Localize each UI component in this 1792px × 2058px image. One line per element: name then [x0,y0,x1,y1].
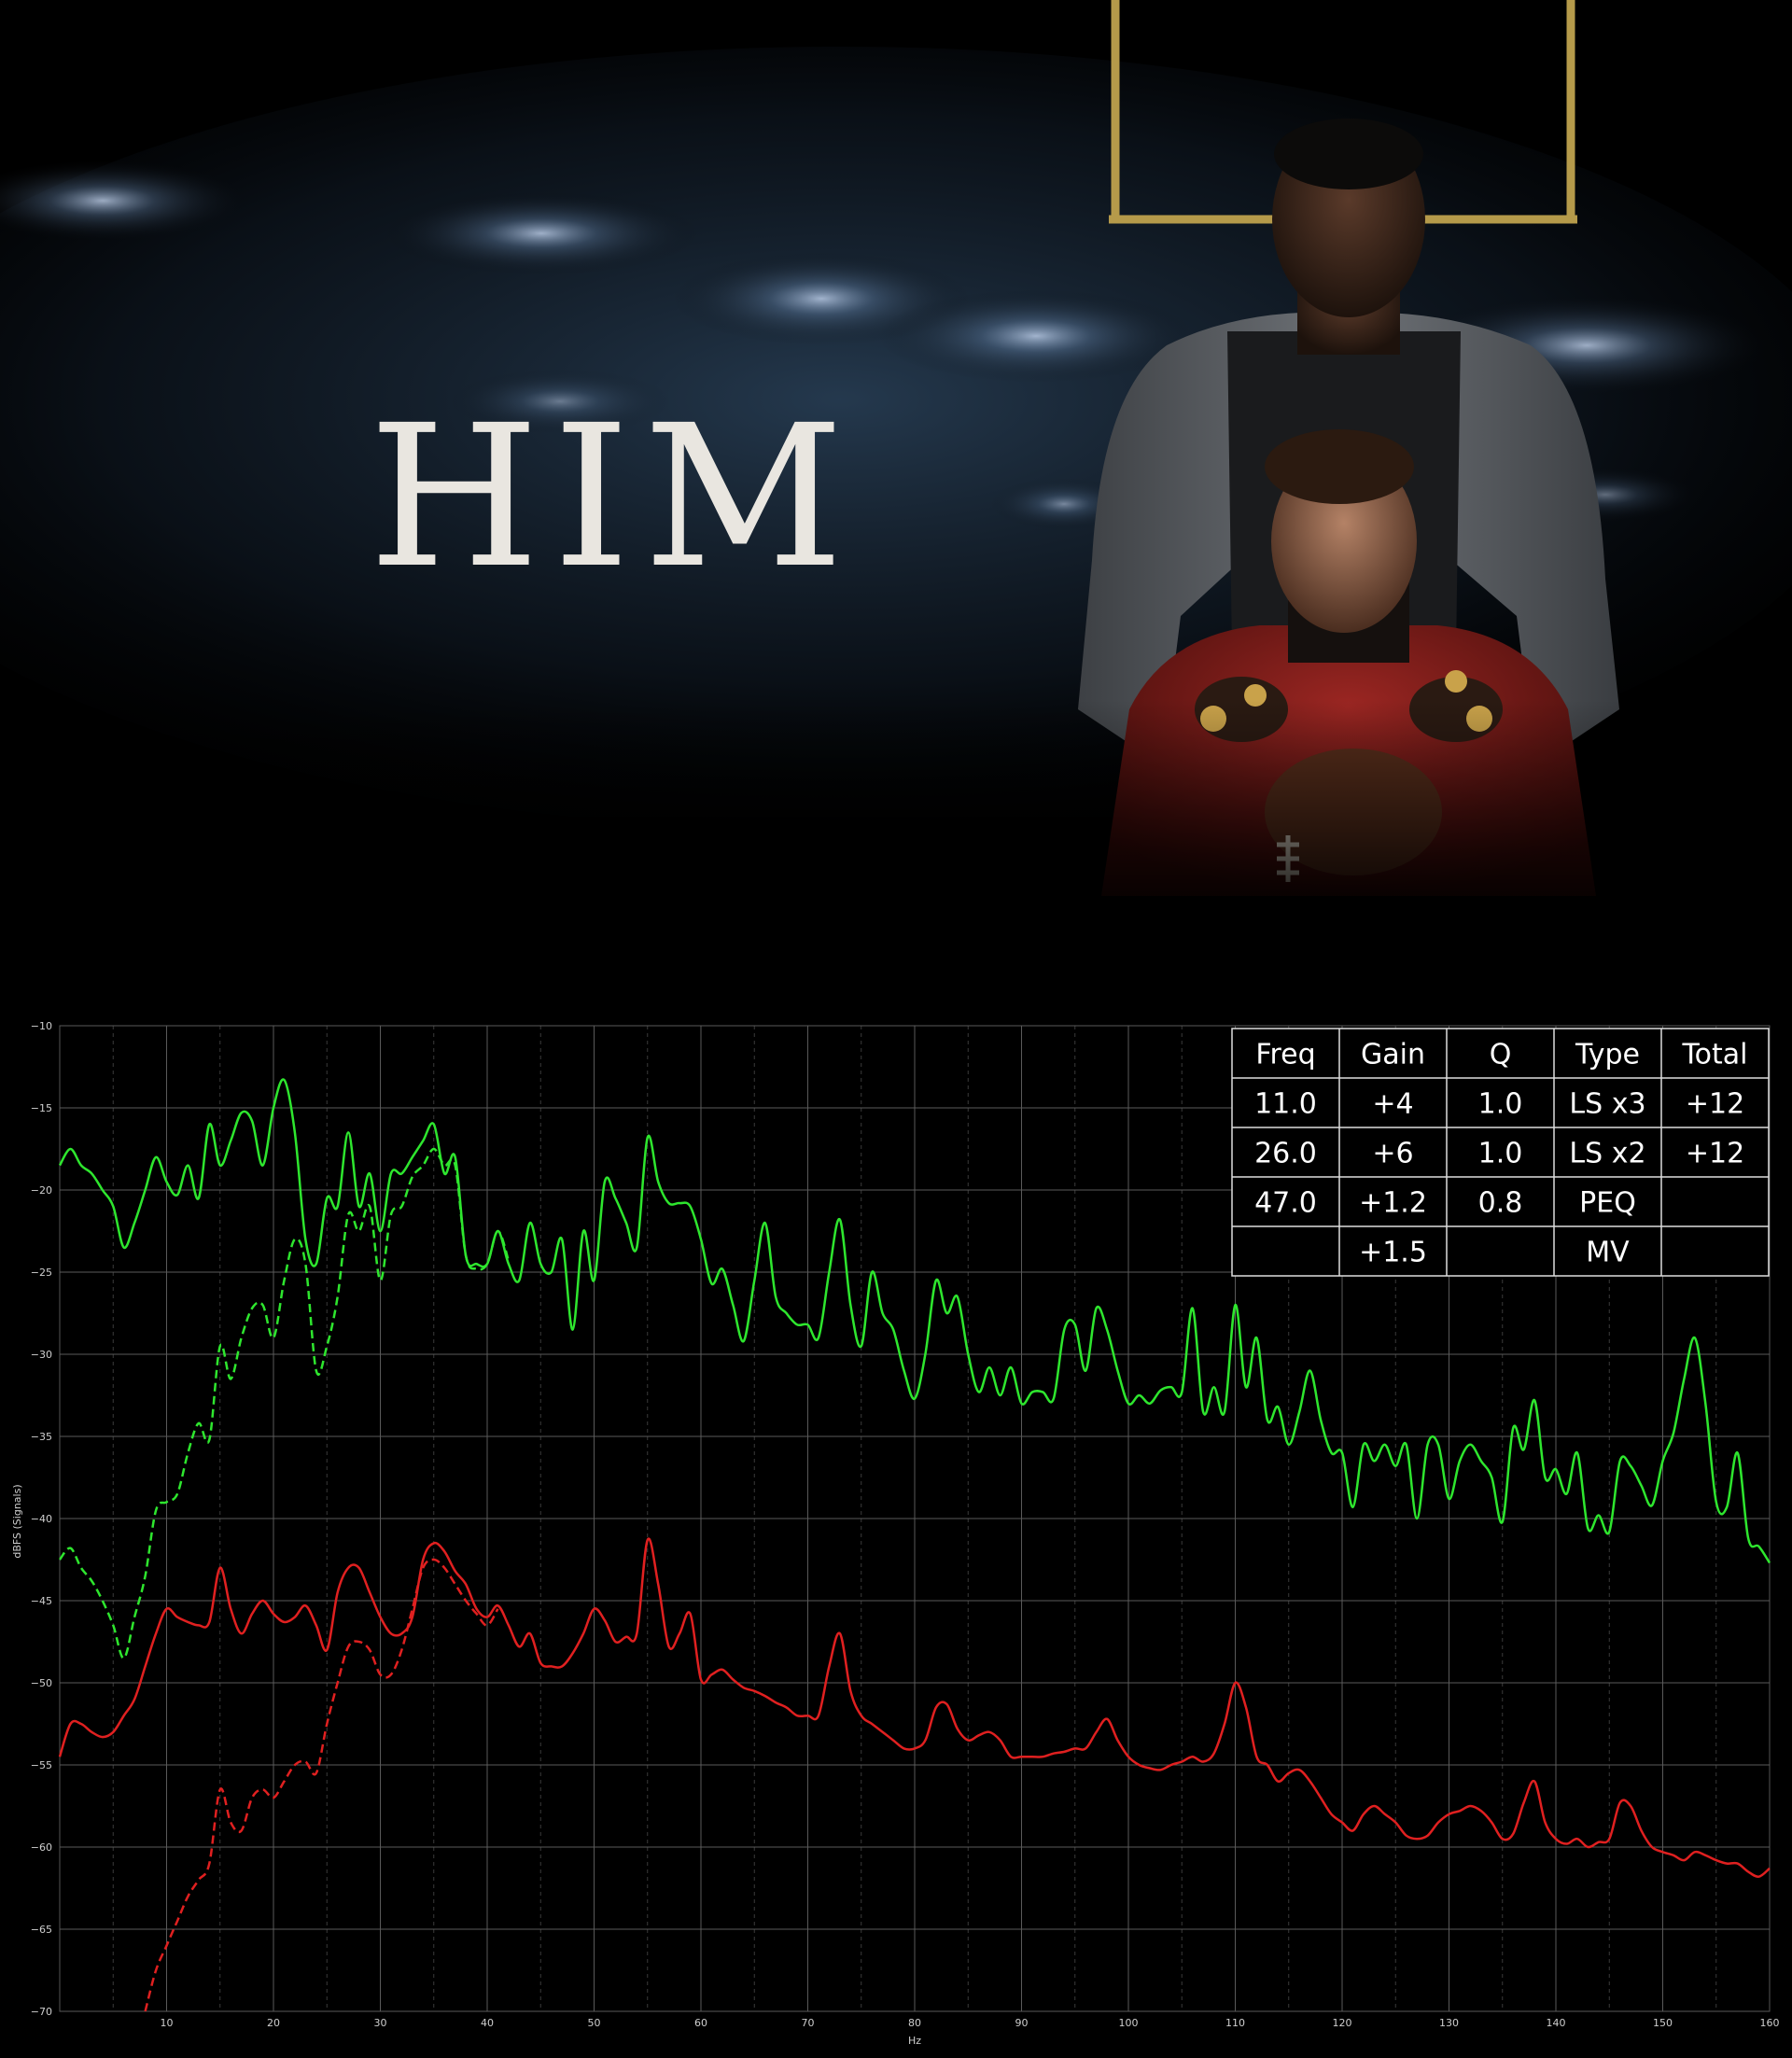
y-tick-label: −65 [31,1924,52,1936]
x-tick-label: 130 [1439,2017,1459,2029]
table-cell: 1.0 [1478,1138,1523,1170]
x-tick-label: 90 [1015,2017,1029,2029]
table-header-cell: Gain [1361,1039,1425,1071]
x-tick-label: 30 [374,2017,387,2029]
table-frame [1231,1028,1770,1277]
x-tick-label: 150 [1653,2017,1673,2029]
table-cell: 0.8 [1478,1187,1523,1220]
x-tick-label: 20 [267,2017,280,2029]
table-cell: +6 [1372,1138,1413,1170]
y-tick-label: −40 [31,1513,52,1525]
series-line-2 [58,1147,511,1659]
x-tick-label: 70 [802,2017,815,2029]
table-cell: 26.0 [1254,1138,1317,1170]
x-tick-label: 110 [1225,2017,1245,2029]
x-tick-label: 160 [1760,2017,1780,2029]
table-header-cell: Q [1490,1039,1512,1071]
table-cell: PEQ [1579,1187,1636,1220]
table-header-cell: Total [1681,1039,1747,1071]
x-tick-label: 60 [694,2017,707,2029]
y-tick-label: −50 [31,1677,52,1689]
y-tick-label: −15 [31,1102,52,1114]
x-tick-label: 10 [161,2017,174,2029]
series-line-4 [144,1558,499,2012]
poster-title: HIM [369,383,858,611]
x-tick-label: 120 [1333,2017,1352,2029]
x-tick-label: 100 [1119,2017,1139,2029]
y-tick-label: −45 [31,1595,52,1607]
y-tick-label: −10 [31,1020,52,1032]
table-cell: LS x2 [1569,1138,1645,1170]
axis-ticks: 10 20 30 40 50 60 70 80 90 100 110 120 130 140 150 160 −… [31,1020,1780,2029]
x-tick-label: 80 [908,2017,921,2029]
y-tick-label: −70 [31,2006,52,2018]
y-tick-label: −20 [31,1184,52,1197]
eq-chart: 10 20 30 40 50 60 70 80 90 100 110 120 130 140 150 160 −… [0,1008,1792,2058]
x-tick-label: 140 [1547,2017,1566,2029]
y-tick-label: −35 [31,1431,52,1443]
table-cell: +12 [1686,1138,1744,1170]
table-header-cell: Type [1575,1039,1640,1071]
y-tick-label: −55 [31,1759,52,1771]
y-axis-label: dBFS (Signals) [11,1484,23,1558]
y-tick-label: −30 [31,1349,52,1361]
x-tick-label: 50 [588,2017,601,2029]
table-cell: MV [1586,1237,1630,1269]
table-cell: +1.5 [1359,1237,1427,1269]
series-line-3 [58,1537,1771,1878]
table-cell: +1.2 [1359,1187,1427,1220]
y-tick-label: −60 [31,1841,52,1854]
table-cell: LS x3 [1569,1088,1645,1121]
table-cell: 1.0 [1478,1088,1523,1121]
series-group [58,1078,1771,2012]
series-line-1 [58,1078,1771,1564]
filter-table: Freq Gain Q Type Total 11.0 +4 1.0 LS x3 +12 26.0 +… [1231,1028,1770,1277]
table-header-cell: Freq [1255,1039,1315,1071]
table-cell: 11.0 [1254,1088,1317,1121]
x-tick-label: 40 [481,2017,494,2029]
table-cell: 47.0 [1254,1187,1317,1220]
poster: HIM [0,0,1792,933]
table-cell: +12 [1686,1088,1744,1121]
table-cell: +4 [1372,1088,1413,1121]
poster-artwork [0,0,1792,933]
y-tick-label: −25 [31,1267,52,1279]
x-axis-label: Hz [908,2035,921,2047]
chart-svg: 10 20 30 40 50 60 70 80 90 100 110 120 130 140 150 160 −… [0,1008,1792,2058]
